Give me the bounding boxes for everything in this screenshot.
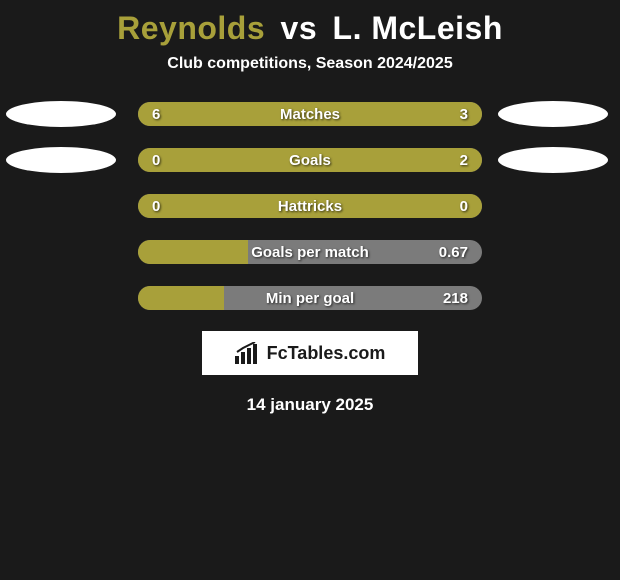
bar-track [138, 286, 482, 310]
subtitle: Club competitions, Season 2024/2025 [0, 55, 620, 101]
player2-name: L. McLeish [333, 10, 503, 46]
bar-track [138, 240, 482, 264]
stat-row: 0Goals2 [0, 147, 620, 173]
stat-row: Goals per match0.67 [0, 239, 620, 265]
logo-text: FcTables.com [267, 343, 386, 364]
bar-left-fill [138, 286, 224, 310]
bar-track [138, 194, 482, 218]
chart-icon [235, 342, 261, 364]
vs-label: vs [281, 10, 318, 46]
bar-track [138, 148, 482, 172]
bar-left-fill [138, 148, 207, 172]
bar-track [138, 102, 482, 126]
player1-marker [6, 101, 116, 127]
player2-marker [498, 147, 608, 173]
bar-right-fill [207, 148, 482, 172]
stats-rows: 6Matches3 0Goals2 0Hattricks0 Goals per mat… [0, 101, 620, 311]
stat-row: 6Matches3 [0, 101, 620, 127]
date-label: 14 january 2025 [0, 395, 620, 415]
player2-marker [498, 101, 608, 127]
stat-row: Min per goal218 [0, 285, 620, 311]
bar-left-fill [138, 102, 367, 126]
player1-marker [6, 147, 116, 173]
player1-name: Reynolds [117, 10, 265, 46]
bar-right-fill [367, 102, 482, 126]
logo-box: FcTables.com [202, 331, 418, 375]
comparison-title: Reynolds vs L. McLeish [0, 0, 620, 55]
bar-left-fill [138, 240, 248, 264]
bar-left-fill [138, 194, 482, 218]
stat-row: 0Hattricks0 [0, 193, 620, 219]
